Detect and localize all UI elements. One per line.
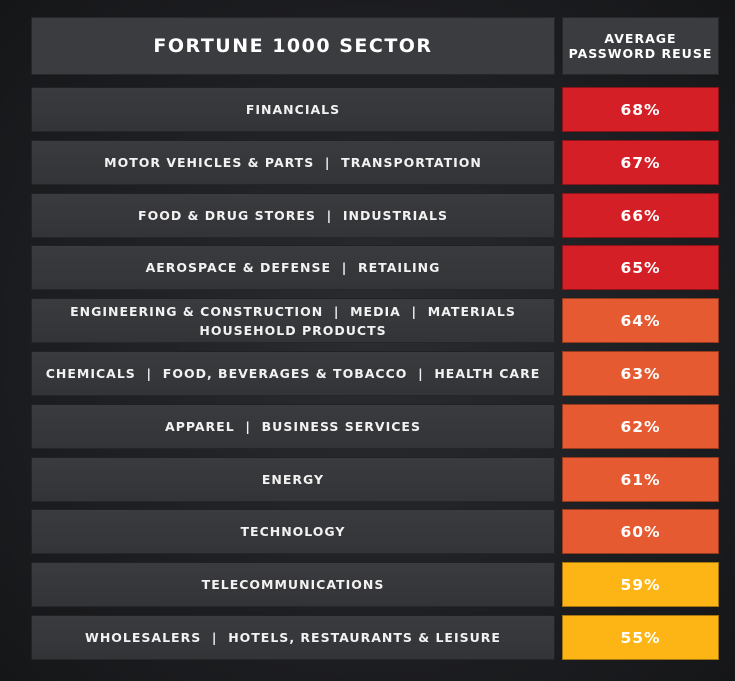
reuse-value-cell: 61% [562, 457, 719, 502]
sector-label-text: AEROSPACE & DEFENSE | RETAILING [145, 260, 441, 275]
reuse-value-label: 66% [620, 206, 661, 225]
reuse-value-cell: 64% [562, 298, 719, 343]
reuse-value-label: 59% [620, 575, 661, 594]
sector-label: FINANCIALS [31, 87, 555, 132]
sector-label-text: MOTOR VEHICLES & PARTS | TRANSPORTATION [104, 155, 482, 170]
sector-label: APPAREL | BUSINESS SERVICES [31, 404, 555, 449]
sector-label-text: CHEMICALS | FOOD, BEVERAGES & TOBACCO | … [45, 366, 541, 381]
sector-label: TELECOMMUNICATIONS [31, 562, 555, 607]
reuse-value-cell: 67% [562, 140, 719, 185]
sector-label-text: TECHNOLOGY [240, 524, 346, 539]
sector-label-text: ENGINEERING & CONSTRUCTION | MEDIA | MAT… [70, 303, 516, 319]
reuse-column-header: AVERAGE PASSWORD REUSE [562, 17, 719, 75]
reuse-value-label: 65% [620, 258, 661, 277]
reuse-header-line2: PASSWORD REUSE [568, 46, 713, 61]
sector-label: ENERGY [31, 457, 555, 502]
reuse-value-cell: 60% [562, 509, 719, 554]
reuse-value-cell: 66% [562, 193, 719, 238]
sector-column-header: FORTUNE 1000 SECTOR [31, 17, 555, 75]
reuse-value-label: 68% [620, 100, 661, 119]
sector-label-text-line2: HOUSEHOLD PRODUCTS [199, 322, 387, 338]
sector-label: MOTOR VEHICLES & PARTS | TRANSPORTATION [31, 140, 555, 185]
sector-label: AEROSPACE & DEFENSE | RETAILING [31, 245, 555, 290]
reuse-value-cell: 62% [562, 404, 719, 449]
reuse-value-cell: 68% [562, 87, 719, 132]
sector-label-text: ENERGY [261, 472, 325, 487]
reuse-value-cell: 65% [562, 245, 719, 290]
sector-column-title: FORTUNE 1000 SECTOR [153, 35, 433, 57]
reuse-value-cell: 59% [562, 562, 719, 607]
reuse-value-label: 55% [620, 628, 661, 647]
reuse-value-label: 62% [620, 417, 661, 436]
sector-label-text: WHOLESALERS | HOTELS, RESTAURANTS & LEIS… [85, 630, 501, 645]
sector-label: ENGINEERING & CONSTRUCTION | MEDIA | MAT… [31, 298, 555, 343]
reuse-value-cell: 55% [562, 615, 719, 660]
sector-label: WHOLESALERS | HOTELS, RESTAURANTS & LEIS… [31, 615, 555, 660]
reuse-value-cell: 63% [562, 351, 719, 396]
sector-label-text: APPAREL | BUSINESS SERVICES [165, 419, 421, 434]
sector-label: CHEMICALS | FOOD, BEVERAGES & TOBACCO | … [31, 351, 555, 396]
sector-label-text: TELECOMMUNICATIONS [201, 577, 385, 592]
sector-label-text: FINANCIALS [245, 102, 341, 117]
reuse-value-label: 63% [620, 364, 661, 383]
sector-label: FOOD & DRUG STORES | INDUSTRIALS [31, 193, 555, 238]
sector-label: TECHNOLOGY [31, 509, 555, 554]
reuse-value-label: 64% [620, 311, 661, 330]
sector-label-text: FOOD & DRUG STORES | INDUSTRIALS [138, 208, 448, 223]
reuse-value-label: 67% [620, 153, 661, 172]
reuse-value-label: 60% [620, 522, 661, 541]
reuse-value-label: 61% [620, 470, 661, 489]
reuse-header-line1: AVERAGE [604, 31, 677, 46]
